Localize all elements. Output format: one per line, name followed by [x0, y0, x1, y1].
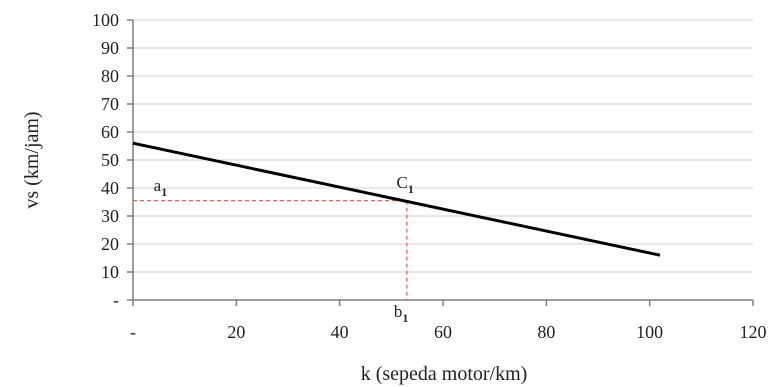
- y-tick-labels: - 10 20 30 40 50 60 70 80 90 100: [92, 10, 119, 310]
- x-tick-label-80: 80: [537, 322, 555, 342]
- y-tick-label-100: 100: [92, 10, 119, 30]
- annotation-b1: b1: [394, 302, 409, 325]
- y-tick-label-40: 40: [101, 178, 119, 198]
- annotation-b1-base: b: [394, 302, 403, 321]
- x-tick-label-100: 100: [636, 322, 663, 342]
- reference-lines: [133, 199, 408, 300]
- y-tick-label-20: 20: [101, 234, 119, 254]
- annotation-c1-base: C: [397, 173, 408, 192]
- y-tick-label-50: 50: [101, 150, 119, 170]
- y-tick-label-80: 80: [101, 66, 119, 86]
- x-tick-labels: - 20 40 60 80 100 120: [130, 322, 767, 342]
- annotation-c1-subscript: 1: [408, 182, 414, 196]
- tick-marks: [127, 19, 754, 306]
- x-tick-label-20: 20: [227, 322, 245, 342]
- y-tick-label-90: 90: [101, 38, 119, 58]
- x-tick-label-0: -: [130, 322, 136, 342]
- y-tick-label-10: 10: [101, 262, 119, 282]
- x-axis-label: k (sepeda motor/km): [361, 363, 528, 385]
- x-tick-label-120: 120: [740, 322, 767, 342]
- series-line-0: [132, 141, 661, 257]
- y-tick-label-0: -: [113, 290, 119, 310]
- y-tick-label-30: 30: [101, 206, 119, 226]
- x-tick-label-40: 40: [331, 322, 349, 342]
- y-tick-label-60: 60: [101, 122, 119, 142]
- annotation-c1: C1: [397, 173, 414, 196]
- x-tick-label-60: 60: [434, 322, 452, 342]
- annotation-a1: a1: [154, 176, 168, 199]
- y-tick-label-70: 70: [101, 94, 119, 114]
- annotation-a1-base: a: [154, 176, 162, 195]
- series-group: [132, 141, 661, 257]
- y-axis-label: vs (km/jam): [21, 111, 43, 208]
- grid-lines: [133, 19, 753, 273]
- annotation-a1-subscript: 1: [161, 185, 167, 199]
- annotation-b1-subscript: 1: [402, 311, 408, 325]
